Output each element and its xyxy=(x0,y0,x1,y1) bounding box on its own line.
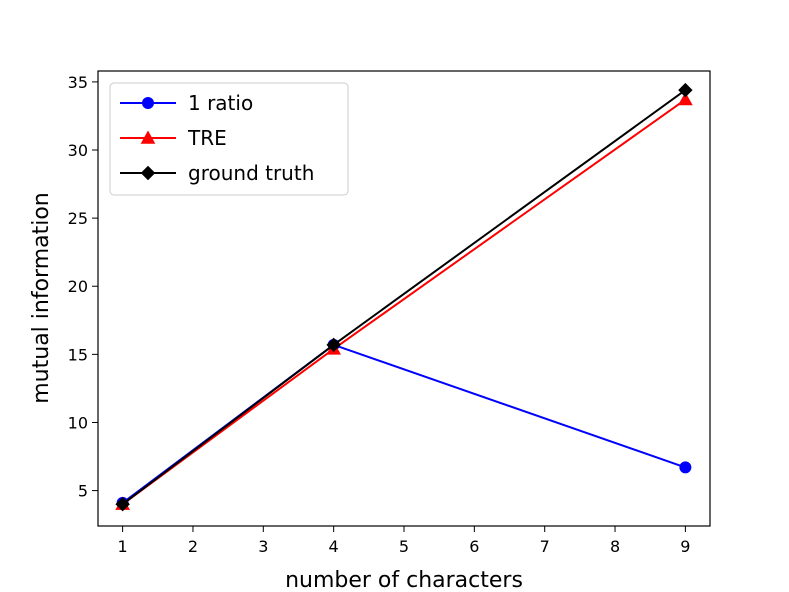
data-point xyxy=(678,82,693,98)
data-point xyxy=(678,92,693,106)
x-axis-ticks: 1 2 3 4 5 6 7 8 9 xyxy=(118,526,690,556)
data-point xyxy=(679,461,692,474)
series-layer xyxy=(115,82,693,512)
legend-marker xyxy=(140,130,156,144)
x-tick-label: 4 xyxy=(329,537,339,556)
x-axis-label: number of characters xyxy=(285,568,523,592)
x-tick-label: 8 xyxy=(610,537,620,556)
legend-label: ground truth xyxy=(188,161,314,185)
y-tick-label: 30 xyxy=(68,141,88,160)
legend-label: 1 ratio xyxy=(188,91,253,115)
y-tick-label: 35 xyxy=(68,73,88,92)
legend-item: 1 ratio xyxy=(120,91,253,115)
legend-item: ground truth xyxy=(120,161,314,185)
x-tick-label: 9 xyxy=(680,537,690,556)
legend-marker xyxy=(140,165,156,181)
x-tick-label: 6 xyxy=(469,537,479,556)
data-point xyxy=(326,337,341,353)
legend-item: TRE xyxy=(120,126,227,150)
y-tick-label: 25 xyxy=(68,209,88,228)
x-tick-label: 7 xyxy=(540,537,550,556)
legend-marker xyxy=(142,97,154,109)
x-tick-label: 3 xyxy=(258,537,268,556)
series-2 xyxy=(115,82,693,512)
x-tick-label: 5 xyxy=(399,537,409,556)
y-axis-label: mutual information xyxy=(29,192,54,404)
legend-box xyxy=(109,82,349,196)
plot-frame xyxy=(97,70,711,527)
y-tick-label: 20 xyxy=(68,277,88,296)
x-tick-label: 1 xyxy=(118,537,128,556)
data-point xyxy=(115,496,130,512)
legend-label: TRE xyxy=(187,126,227,150)
y-axis-ticks: 5 10 15 20 25 30 35 xyxy=(68,73,98,501)
y-tick-label: 10 xyxy=(68,413,88,432)
x-tick-label: 2 xyxy=(188,537,198,556)
y-tick-label: 5 xyxy=(78,482,88,501)
y-tick-label: 15 xyxy=(68,345,88,364)
legend: 1 ratio TRE ground truth xyxy=(109,82,349,196)
